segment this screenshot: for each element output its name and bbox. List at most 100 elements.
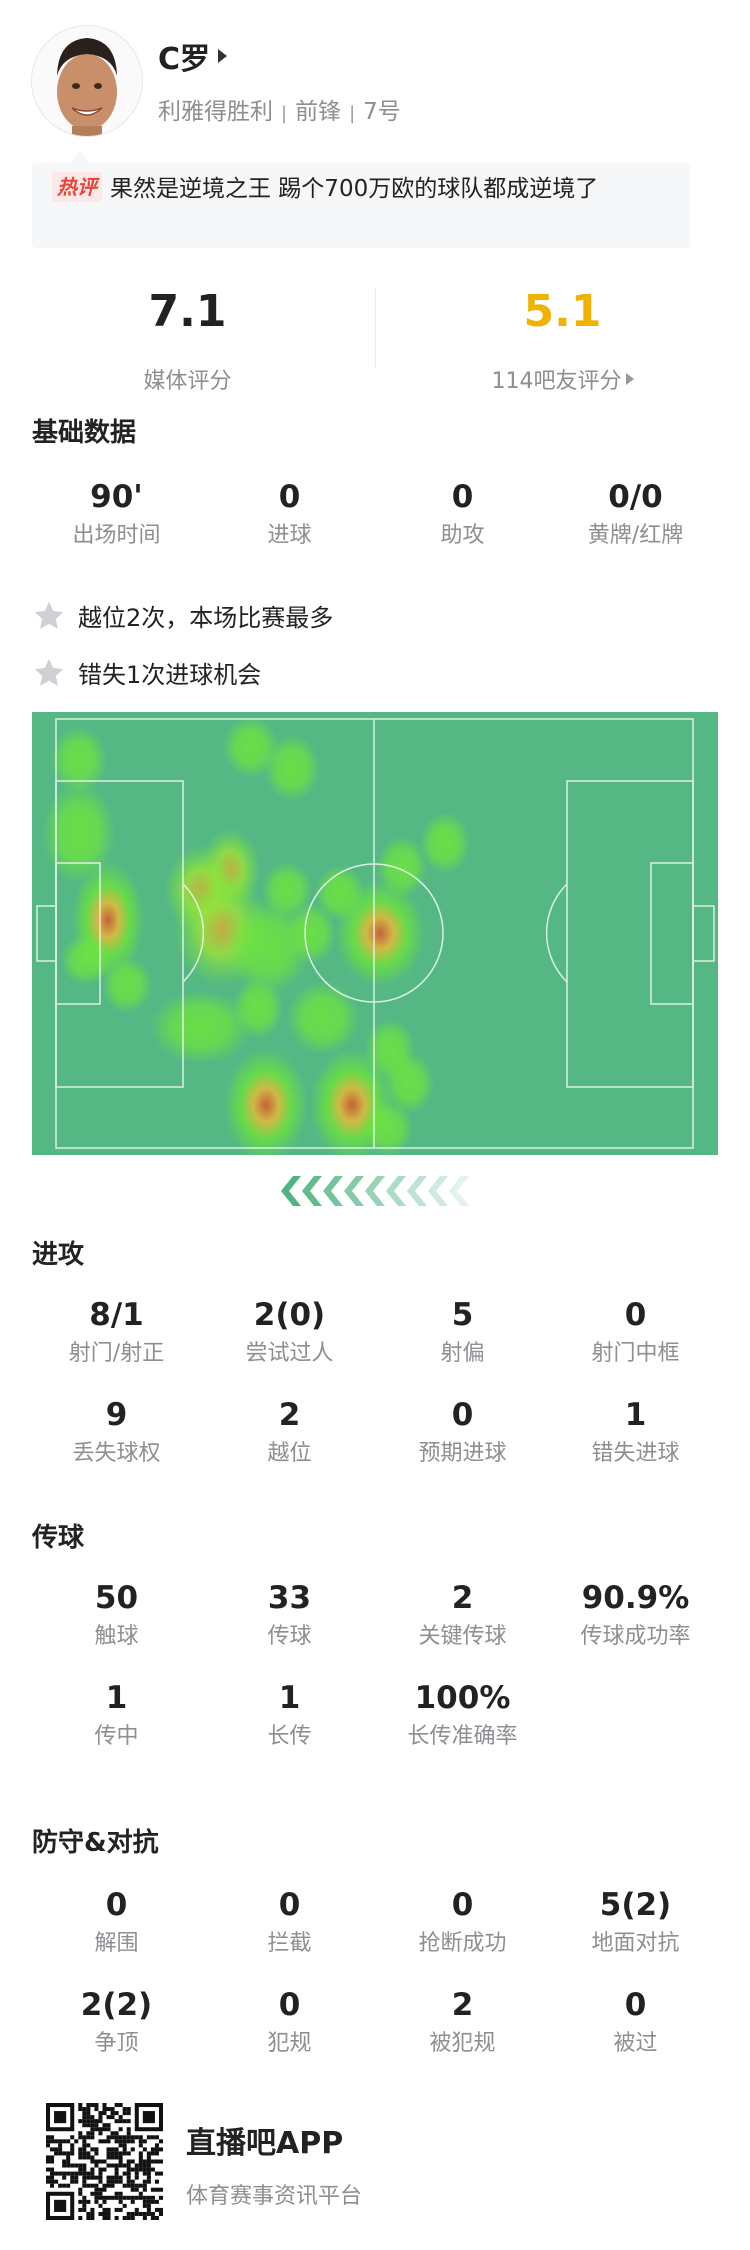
highlight-text: 越位2次，本场比赛最多: [78, 604, 334, 632]
stat-value: 0: [451, 1887, 474, 1923]
hot-comment-box[interactable]: [32, 163, 690, 248]
stat-label: 抢断成功: [418, 1931, 507, 1956]
highlight-item: 错失1次进球机会: [32, 655, 261, 690]
heat-spot: [101, 957, 153, 1013]
fan-rating[interactable]: 5.1 114吧友评分: [375, 287, 750, 395]
star-icon: [34, 658, 64, 686]
stat-attack: 5 射偏: [376, 1295, 549, 1395]
stat-value: 50: [94, 1580, 139, 1616]
media-rating-value: 7.1: [148, 286, 227, 337]
stat-defense: 2 被犯规: [376, 1985, 549, 2085]
stat-passing: 100% 长传准确率: [376, 1678, 549, 1778]
chevron-left-icon: [449, 1176, 469, 1206]
stat-label: 被犯规: [429, 2031, 496, 2056]
stat-attack: 1 错失进球: [549, 1395, 722, 1495]
heat-spot: [150, 990, 252, 1064]
section-title-attack: 进攻: [32, 1240, 85, 1270]
chevron-left-icon: [344, 1176, 364, 1206]
stat-basic: 0 助攻: [376, 477, 549, 577]
heatmap-pitch: [32, 712, 718, 1155]
stat-defense: 0 抢断成功: [376, 1885, 549, 1985]
stat-passing: 2 关键传球: [376, 1578, 549, 1678]
heat-spot: [335, 879, 425, 987]
chevron-left-icon: [302, 1176, 322, 1206]
player-info: 利雅得胜利 | 前锋 | 7号: [158, 92, 401, 126]
heat-spot: [285, 902, 337, 964]
section-title-basic: 基础数据: [32, 418, 137, 448]
stat-defense: 5(2) 地面对抗: [549, 1885, 722, 1985]
heat-spot: [419, 812, 471, 874]
chevron-left-icon: [323, 1176, 343, 1206]
stat-value: 0: [624, 1987, 647, 2023]
player-number: 7号: [363, 99, 401, 125]
stat-value: 33: [267, 1580, 312, 1616]
stat-passing: 1 传中: [30, 1678, 203, 1778]
stat-label: 传球: [267, 1624, 312, 1649]
attack-stats-grid: 8/1 射门/射正 2(0) 尝试过人 5 射偏 0 射门中框 9 丢失球权 2 越位 0 预期进球 1 错失…: [30, 1295, 722, 1495]
separator: |: [281, 103, 288, 124]
stat-attack: 0 预期进球: [376, 1395, 549, 1495]
section-title-passing: 传球: [32, 1523, 85, 1553]
stat-label: 越位: [267, 1441, 312, 1466]
stat-attack: 2(0) 尝试过人: [203, 1295, 376, 1395]
pitch-lines: [36, 718, 715, 1149]
hot-comment-text: 果然是逆境之王 踢个700万欧的球队都成逆境了: [110, 176, 599, 202]
stat-label: 长传准确率: [407, 1724, 518, 1749]
caret-right-icon: [625, 373, 634, 385]
stat-label: 关键传球: [418, 1624, 507, 1649]
passing-stats-grid: 50 触球 33 传球 2 关键传球 90.9% 传球成功率 1 传中 1 长传 100% 长传准确率: [30, 1578, 722, 1778]
stat-defense: 0 解围: [30, 1885, 203, 1985]
player-avatar[interactable]: [31, 25, 143, 137]
stat-value: 100%: [414, 1680, 511, 1716]
stat-value: 2: [451, 1580, 474, 1616]
heat-spot: [51, 726, 107, 794]
stat-label: 射门/射正: [68, 1341, 165, 1366]
player-name-link[interactable]: C罗: [158, 34, 228, 78]
stat-label: 触球: [94, 1624, 139, 1649]
stat-label: 助攻: [440, 523, 485, 548]
heat-spot: [376, 836, 428, 898]
stat-defense: 0 犯规: [203, 1985, 376, 2085]
stat-label: 预期进球: [418, 1441, 507, 1466]
stat-passing: 90.9% 传球成功率: [549, 1578, 722, 1678]
stat-basic: 0/0 黄牌/红牌: [549, 477, 722, 577]
stat-attack: 8/1 射门/射正: [30, 1295, 203, 1395]
stat-label: 解围: [94, 1931, 139, 1956]
fan-rating-label: 114吧友评分: [491, 369, 622, 394]
heat-spot: [264, 734, 320, 802]
player-team: 利雅得胜利: [158, 99, 273, 125]
star-icon: [34, 601, 64, 629]
stat-passing: 33 传球: [203, 1578, 376, 1678]
stat-value: 2: [278, 1397, 301, 1433]
stat-value: 9: [105, 1397, 128, 1433]
highlight-item: 越位2次，本场比赛最多: [32, 598, 333, 633]
hot-comment: 热评 果然是逆境之王 踢个700万欧的球队都成逆境了: [52, 168, 672, 210]
basic-stats-grid: 90' 出场时间 0 进球 0 助攻 0/0 黄牌/红牌: [30, 477, 722, 577]
stat-value: 90': [90, 479, 143, 515]
stat-value: 0/0: [608, 479, 663, 515]
stat-label: 黄牌/红牌: [587, 523, 684, 548]
stat-label: 争顶: [94, 2031, 139, 2056]
stat-value: 2(0): [253, 1297, 326, 1333]
stat-value: 5: [451, 1297, 474, 1333]
heat-spot: [60, 934, 112, 986]
app-name: 直播吧APP: [186, 2126, 344, 2161]
heat-spot: [286, 981, 360, 1055]
media-rating: 7.1 媒体评分: [0, 287, 375, 395]
stat-value: 1: [105, 1680, 128, 1716]
stat-value: 1: [624, 1397, 647, 1433]
stat-label: 长传: [267, 1724, 312, 1749]
stat-defense: 0 拦截: [203, 1885, 376, 1985]
heat-spot: [362, 1100, 414, 1155]
section-title-defense: 防守&对抗: [32, 1828, 159, 1858]
rating-divider: [375, 288, 376, 368]
defense-stats-grid: 0 解围 0 拦截 0 抢断成功 5(2) 地面对抗 2(2) 争顶 0 犯规 2 被犯规 0 被过: [30, 1885, 722, 2085]
stat-label: 被过: [613, 2031, 658, 2056]
stat-passing: 1 长传: [203, 1678, 376, 1778]
stat-value: 0: [105, 1887, 128, 1923]
stat-attack: 0 射门中框: [549, 1295, 722, 1395]
chevron-left-icon: [281, 1176, 301, 1206]
stat-label: 传中: [94, 1724, 139, 1749]
chevron-left-icon: [428, 1176, 448, 1206]
stat-value: 0: [624, 1297, 647, 1333]
